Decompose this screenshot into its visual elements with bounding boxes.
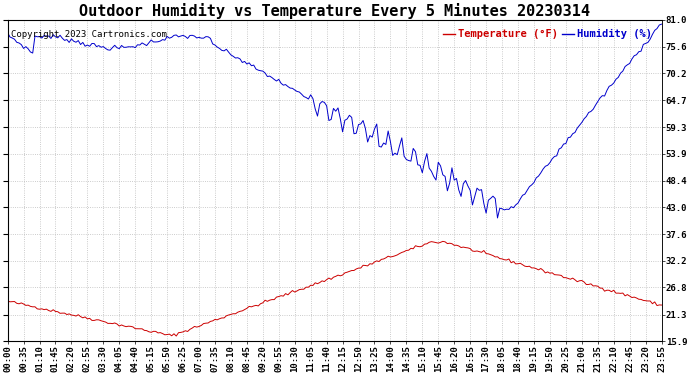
Legend: Temperature (°F), Humidity (%): Temperature (°F), Humidity (%)	[439, 25, 656, 44]
Title: Outdoor Humidity vs Temperature Every 5 Minutes 20230314: Outdoor Humidity vs Temperature Every 5 …	[79, 3, 590, 19]
Text: Copyright 2023 Cartronics.com: Copyright 2023 Cartronics.com	[11, 30, 167, 39]
